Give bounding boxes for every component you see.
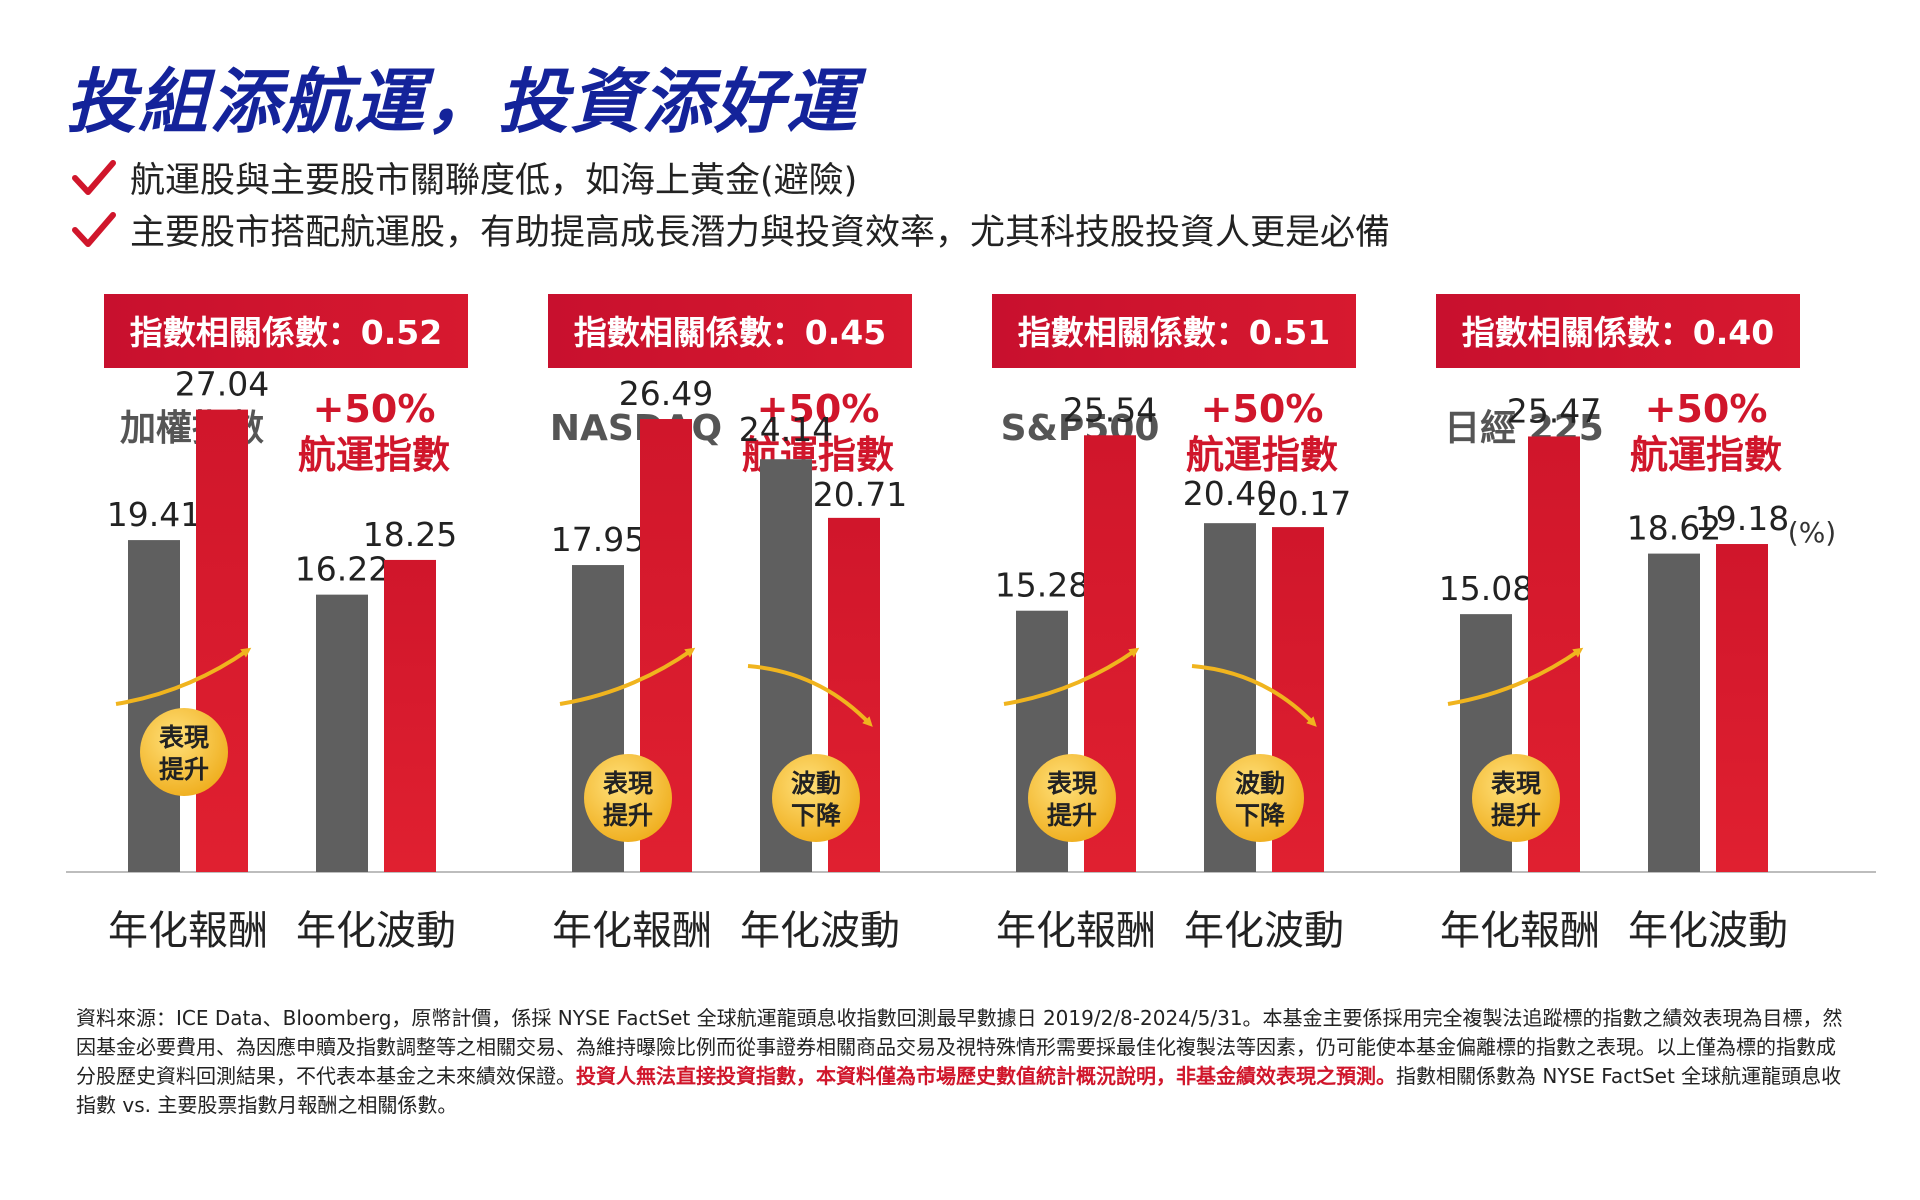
value-label: 18.62 [1627, 509, 1721, 548]
tag-text: 表現 [159, 723, 209, 752]
tag-text: 下降 [1235, 801, 1286, 830]
value-label: 17.95 [551, 520, 645, 559]
value-label: 19.41 [107, 495, 201, 534]
tag-text: 表現 [1491, 769, 1541, 798]
value-label: 18.25 [363, 515, 457, 554]
value-label: 16.22 [295, 550, 389, 589]
index-name: NASDAQ [550, 408, 722, 449]
down-arrow [1191, 664, 1317, 727]
bar-volatility-index [1648, 553, 1700, 872]
down-arrow [747, 664, 873, 727]
category-label: 年化波動 [296, 908, 456, 954]
tag-circle [1472, 754, 1560, 842]
correlation-badge-text: 指數相關係數：0.45 [574, 313, 886, 352]
value-label: 25.54 [1063, 390, 1157, 429]
bullet-text: 主要股市搭配航運股，有助提高成長潛力與投資效率，尤其科技股投資人更是必備 [130, 213, 1391, 253]
check-icon [72, 159, 116, 195]
category-label: 年化波動 [740, 908, 900, 954]
series-label-line1: +50% [1201, 387, 1324, 431]
unit-label: (%) [1788, 516, 1836, 549]
value-label: 25.47 [1507, 391, 1601, 430]
tag-circle [1028, 754, 1116, 842]
category-label: 年化報酬 [996, 908, 1156, 954]
tag-circle [772, 754, 860, 842]
category-label: 年化報酬 [552, 908, 712, 954]
correlation-badge-text: 指數相關係數：0.52 [130, 313, 442, 352]
tag-text: 波動 [1235, 769, 1285, 798]
tag-text: 提升 [603, 801, 653, 830]
correlation-badge-text: 指數相關係數：0.51 [1018, 313, 1330, 352]
series-label-line2: 航運指數 [1186, 433, 1338, 477]
bar-return-index [128, 540, 180, 872]
category-label: 年化報酬 [1440, 908, 1600, 954]
correlation-badge [104, 294, 468, 368]
footnote-disclaimer: 投資人無法直接投資指數，本資料僅為市場歷史數值統計概況說明，非基金績效表現之預測… [576, 1064, 1396, 1088]
bullet-text: 航運股與主要股市關聯度低，如海上黃金(避險) [130, 161, 858, 201]
bullet-1: 航運股與主要股市關聯度低，如海上黃金(避險) [72, 152, 857, 203]
page-title: 投組添航運，投資添好運 [66, 61, 858, 143]
bar-return-mix [196, 409, 248, 872]
series-label-line1: +50% [757, 387, 880, 431]
value-label: 26.49 [619, 374, 713, 413]
footnote-correlation-note: 指數相關係數為 NYSE FactSet 全球航運龍頭息收指數 vs. 主要股票… [76, 1064, 1842, 1117]
value-label: 19.18 [1695, 499, 1789, 538]
series-label-line2: 航運指數 [1630, 433, 1782, 477]
up-arrow [1447, 647, 1584, 706]
tag-circle [1216, 754, 1304, 842]
value-label: 20.17 [1257, 484, 1351, 523]
value-label: 20.71 [813, 475, 907, 514]
value-label: 20.40 [1183, 474, 1277, 513]
category-label: 年化波動 [1184, 908, 1344, 954]
correlation-badge-text: 指數相關係數：0.40 [1462, 313, 1774, 352]
correlation-badge [992, 294, 1356, 368]
tag-text: 提升 [1047, 801, 1097, 830]
tag-text: 提升 [1491, 801, 1541, 830]
footnote: 資料來源：ICE Data、Bloomberg，原幣計價，係採 NYSE Fac… [76, 1004, 1846, 1120]
category-label: 年化波動 [1628, 908, 1788, 954]
series-label-line1: +50% [313, 387, 436, 431]
up-arrow [1003, 647, 1140, 706]
bar-volatility-mix [1716, 544, 1768, 872]
tag-text: 表現 [1047, 769, 1097, 798]
value-label: 27.04 [175, 365, 269, 404]
footnote-source: 資料來源：ICE Data、Bloomberg，原幣計價，係採 NYSE Fac… [76, 1006, 1843, 1088]
bar-volatility-index [316, 594, 368, 872]
category-label: 年化報酬 [108, 908, 268, 954]
correlation-badge [548, 294, 912, 368]
value-label: 24.14 [739, 410, 833, 449]
check-icon [72, 211, 116, 247]
bar-volatility-mix [384, 559, 436, 872]
tag-text: 表現 [603, 769, 653, 798]
up-arrow [559, 647, 696, 706]
bullet-2: 主要股市搭配航運股，有助提高成長潛力與投資效率，尤其科技股投資人更是必備 [72, 204, 1390, 255]
tag-circle [584, 754, 672, 842]
value-label: 15.28 [995, 566, 1089, 605]
tag-text: 波動 [791, 769, 841, 798]
series-label-line1: +50% [1645, 387, 1768, 431]
series-label-line2: 航運指數 [298, 433, 450, 477]
up-arrow [115, 647, 252, 706]
value-label: 15.08 [1439, 569, 1533, 608]
tag-text: 提升 [159, 755, 209, 784]
tag-circle [140, 708, 228, 796]
tag-text: 下降 [791, 801, 842, 830]
correlation-badge [1436, 294, 1800, 368]
